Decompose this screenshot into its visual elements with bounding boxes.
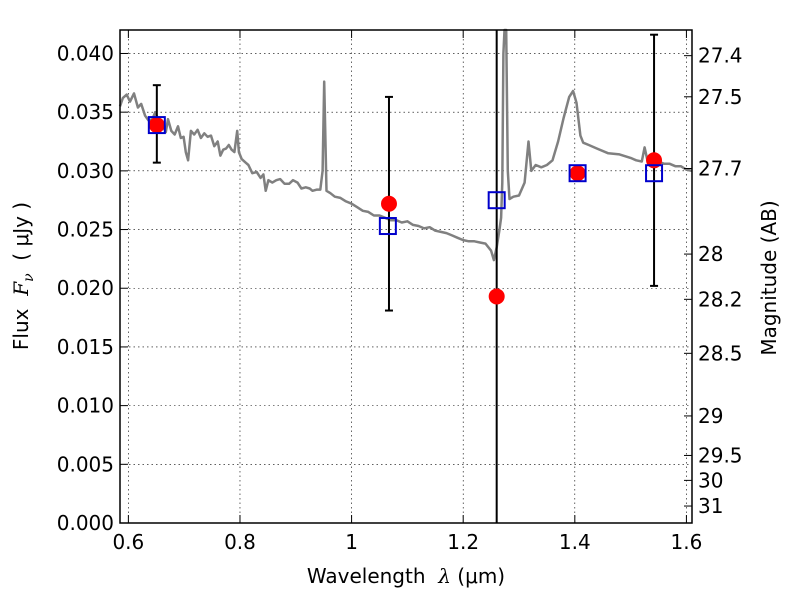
synthetic-point — [568, 164, 587, 183]
observed-point — [380, 195, 397, 212]
y-tick-label: 0.015 — [57, 335, 114, 359]
errorbar-layer — [152, 30, 659, 523]
magnitude-tick-label: 30 — [698, 468, 723, 492]
magnitude-tick-label: 27.4 — [698, 44, 743, 68]
grid-layer — [120, 30, 692, 524]
y-tick-label: 0.000 — [57, 511, 114, 535]
x-tick-label: 1.4 — [559, 530, 591, 554]
magnitude-tick-label: 28.5 — [698, 341, 743, 365]
x-axis-label: Wavelength λ (μm) — [307, 564, 505, 588]
model-spectrum-line — [118, 28, 693, 262]
x-tick-label: 0.6 — [112, 530, 144, 554]
magnitude-tick-label: 28 — [698, 242, 723, 266]
magnitude-tick-label: 27.5 — [698, 85, 743, 109]
plot-frame — [119, 29, 693, 524]
synthetic-point — [147, 116, 166, 135]
y-tick-label: 0.035 — [57, 100, 114, 124]
x-tick-label: 1.2 — [447, 530, 479, 554]
y-tick-label: 0.030 — [57, 159, 114, 183]
x-tick-label: 0.8 — [224, 530, 256, 554]
y-axis-label-left: Flux Fν ( μJy ) — [9, 202, 37, 350]
model-spectrum-layer — [118, 28, 693, 262]
observed-point — [646, 152, 663, 169]
magnitude-tick-label: 27.7 — [698, 156, 743, 180]
magnitude-tick-label: 29.5 — [698, 443, 743, 467]
magnitude-tick-label: 31 — [698, 494, 723, 518]
magnitude-tick-label: 28.2 — [698, 287, 743, 311]
x-tick-label: 1.6 — [671, 530, 703, 554]
x-tick-label: 1 — [345, 530, 358, 554]
observed-point — [148, 117, 165, 134]
magnitude-tick-label: 29 — [698, 404, 723, 428]
y-tick-label: 0.025 — [57, 218, 114, 242]
y-tick-label: 0.040 — [57, 41, 114, 65]
y-tick-label: 0.010 — [57, 394, 114, 418]
observed-point — [569, 165, 586, 182]
y-tick-label: 0.020 — [57, 276, 114, 300]
synthetic-point — [487, 191, 506, 210]
observed-point — [488, 288, 505, 305]
synthetic-points-layer — [147, 116, 664, 236]
tick-layer: 0.6 0.8 1 1.2 1.4 1.6 0.000 0.005 0.010 0.015 0.02… — [57, 30, 743, 554]
synthetic-point — [645, 164, 664, 183]
synthetic-point — [378, 217, 397, 236]
y-axis-label-right: Magnitude (AB) — [757, 200, 781, 355]
y-tick-label: 0.005 — [57, 452, 114, 476]
